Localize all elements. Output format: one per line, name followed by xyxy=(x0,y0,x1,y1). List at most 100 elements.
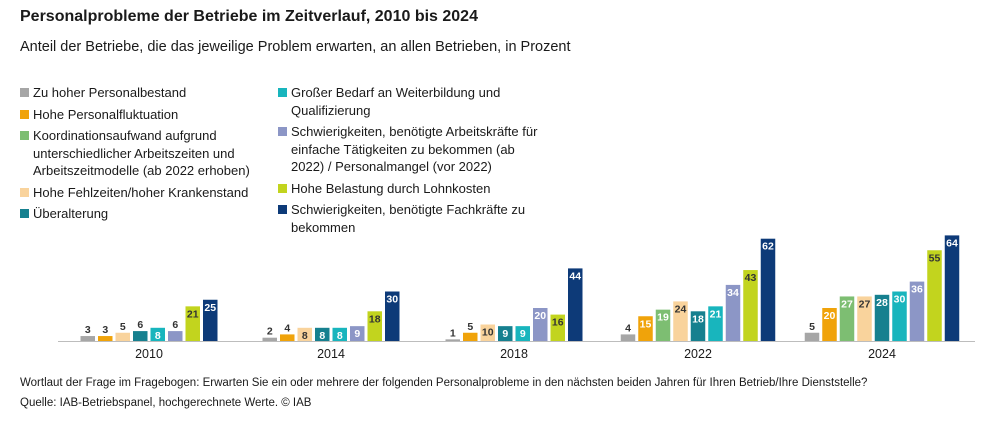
legend-swatch xyxy=(20,131,29,140)
bar-value-label: 4 xyxy=(625,322,631,334)
x-tick-label: 2022 xyxy=(684,347,712,361)
question-note: Wortlaut der Frage im Fragebogen: Erwart… xyxy=(20,377,868,389)
bar-value-label: 3 xyxy=(102,324,108,336)
bar xyxy=(498,326,513,341)
x-tick-label: 2014 xyxy=(317,347,345,361)
legend-label: Großer Bedarf an Weiterbildung und Quali… xyxy=(291,85,501,118)
bar-value-label: 36 xyxy=(911,284,923,296)
legend-label: Überalterung xyxy=(33,206,109,221)
bar xyxy=(892,291,907,341)
bar-value-label: 15 xyxy=(640,318,652,330)
legend-column-left: Zu hoher Personalbestand Hohe Personalfl… xyxy=(20,84,275,227)
bar-value-label: 19 xyxy=(657,312,669,324)
bar xyxy=(874,294,890,341)
legend-label: Schwierigkeiten, benötigte Arbeitskräfte… xyxy=(291,124,538,174)
bar-value-label: 30 xyxy=(894,294,906,306)
chart-subtitle: Anteil der Betriebe, die das jeweilige P… xyxy=(20,39,571,55)
legend-swatch xyxy=(278,127,287,136)
bar-value-label: 9 xyxy=(520,328,526,340)
bar-value-label: 8 xyxy=(337,330,343,342)
legend-swatch xyxy=(20,187,29,197)
bar xyxy=(280,334,295,341)
bar-value-label: 62 xyxy=(762,241,774,253)
bar-value-label: 24 xyxy=(675,303,687,315)
legend-item: Koordinationsaufwand aufgrund unterschie… xyxy=(20,127,275,180)
bar-value-label: 9 xyxy=(354,328,360,340)
bar-value-label: 18 xyxy=(692,313,704,325)
legend-item: Zu hoher Personalbestand xyxy=(20,84,275,102)
bar-value-label: 9 xyxy=(502,328,508,340)
x-tick-label: 2024 xyxy=(868,347,896,361)
bar xyxy=(297,327,312,341)
legend-item: Überalterung xyxy=(20,205,275,223)
bar-value-label: 20 xyxy=(824,310,836,322)
bar xyxy=(185,306,200,341)
bar xyxy=(385,291,400,341)
legend-item: Großer Bedarf an Weiterbildung und Quali… xyxy=(278,84,538,119)
legend-label: Hohe Personalfluktuation xyxy=(33,106,179,122)
bar-value-label: 30 xyxy=(386,294,398,306)
bar-value-label: 21 xyxy=(187,308,199,320)
legend-label: Zu hoher Personalbestand xyxy=(33,85,187,100)
bar-value-label: 8 xyxy=(302,330,308,342)
bar-value-label: 4 xyxy=(284,322,290,334)
bar xyxy=(620,334,636,341)
bar xyxy=(98,336,113,341)
bar xyxy=(909,281,925,341)
bar xyxy=(445,339,460,341)
x-tick-label: 2018 xyxy=(500,347,528,361)
bar-value-label: 1 xyxy=(450,327,456,339)
bar-value-label: 8 xyxy=(319,330,325,342)
bar-value-label: 28 xyxy=(876,297,888,309)
bar-value-label: 2 xyxy=(267,326,273,338)
bar-value-label: 16 xyxy=(552,317,564,329)
bar xyxy=(655,309,671,341)
bar xyxy=(463,332,478,341)
legend-item: Schwierigkeiten, benötigte Arbeitskräfte… xyxy=(278,123,538,176)
bar xyxy=(332,327,347,341)
bar-value-label: 5 xyxy=(120,321,126,333)
bar xyxy=(944,235,960,341)
legend-item: Hohe Personalfluktuation xyxy=(20,106,275,124)
bar xyxy=(804,332,820,341)
chart-title: Personalprobleme der Betriebe im Zeitver… xyxy=(20,8,478,25)
legend-column-right: Großer Bedarf an Weiterbildung und Quali… xyxy=(278,84,538,240)
bar-value-label: 44 xyxy=(569,270,581,282)
x-tick-label: 2010 xyxy=(135,347,163,361)
bar xyxy=(350,326,365,341)
bar-value-label: 27 xyxy=(841,298,853,310)
legend-item: Schwierigkeiten, benötigte Fachkräfte zu… xyxy=(278,201,538,236)
bar xyxy=(857,296,872,341)
bar-value-label: 64 xyxy=(946,237,958,249)
bar-value-label: 20 xyxy=(534,310,546,322)
bar xyxy=(262,337,277,341)
bar xyxy=(150,327,165,341)
bar-value-label: 55 xyxy=(929,252,941,264)
bar xyxy=(725,284,741,341)
legend-swatch xyxy=(20,209,29,218)
legend-label: Hohe Belastung durch Lohnkosten xyxy=(291,180,491,196)
bar xyxy=(133,331,148,341)
bar xyxy=(315,327,330,341)
bar xyxy=(168,331,183,341)
bar-value-label: 5 xyxy=(809,321,815,333)
bar-value-label: 8 xyxy=(155,330,161,342)
bar xyxy=(839,296,855,341)
bar xyxy=(203,299,218,341)
legend-label: Koordinationsaufwand aufgrund unterschie… xyxy=(33,128,250,178)
legend-swatch xyxy=(278,205,287,214)
bar xyxy=(480,324,495,341)
legend-item: Hohe Fehlzeiten/hoher Krankenstand xyxy=(20,184,275,202)
bar xyxy=(708,306,723,341)
bar xyxy=(568,268,583,341)
bar xyxy=(80,336,95,341)
legend-swatch xyxy=(278,88,287,97)
bar xyxy=(673,301,688,341)
legend-label: Hohe Fehlzeiten/hoher Krankenstand xyxy=(33,184,249,200)
bar-value-label: 34 xyxy=(727,287,739,299)
legend-swatch xyxy=(278,183,287,193)
bar-value-label: 5 xyxy=(467,321,473,333)
bar xyxy=(115,332,130,341)
bar-value-label: 18 xyxy=(369,313,381,325)
